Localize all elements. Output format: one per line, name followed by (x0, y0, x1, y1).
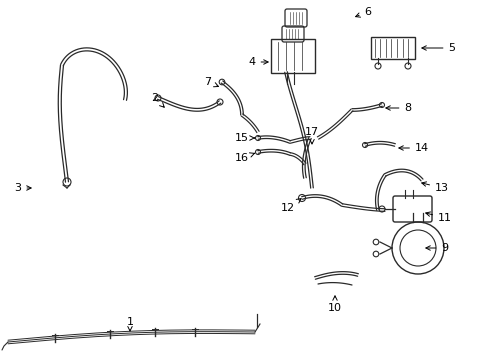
Text: 6: 6 (355, 7, 371, 17)
Text: 14: 14 (398, 143, 428, 153)
Text: 17: 17 (305, 127, 318, 144)
Text: 12: 12 (281, 199, 301, 213)
Text: 10: 10 (327, 296, 341, 313)
Text: 1: 1 (126, 317, 133, 331)
Text: 5: 5 (421, 43, 454, 53)
Text: 15: 15 (235, 133, 254, 143)
Text: 3: 3 (15, 183, 31, 193)
Text: 9: 9 (425, 243, 447, 253)
Text: 16: 16 (235, 153, 254, 163)
Text: 8: 8 (385, 103, 411, 113)
Text: 4: 4 (248, 57, 267, 67)
Text: 7: 7 (204, 77, 218, 87)
Text: 11: 11 (425, 212, 451, 223)
Text: 2: 2 (151, 93, 164, 107)
Text: 13: 13 (421, 182, 448, 193)
